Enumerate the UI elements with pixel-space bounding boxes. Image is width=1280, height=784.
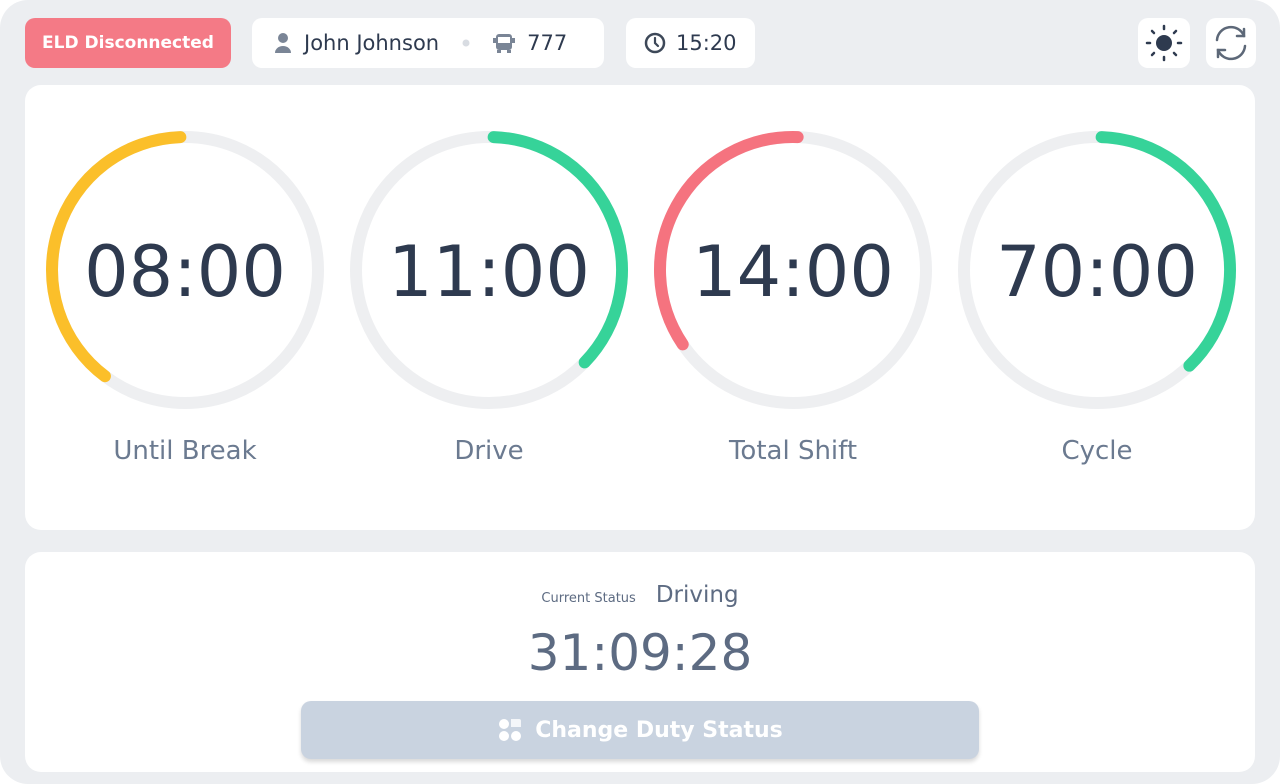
gauge: 11:00 Drive xyxy=(350,131,628,466)
theme-button[interactable] xyxy=(1138,18,1190,68)
sync-icon xyxy=(1215,25,1247,61)
status-line: Current Status Driving xyxy=(25,582,1255,608)
sun-icon xyxy=(1145,24,1183,62)
clock-icon xyxy=(644,32,666,54)
duty-icon xyxy=(499,719,522,741)
gauge-progress xyxy=(487,131,628,369)
eld-status[interactable]: ELD Disconnected xyxy=(25,18,231,68)
gauge: 70:00 Cycle xyxy=(958,131,1236,466)
status-timer: 31:09:28 xyxy=(527,624,753,682)
eld-status-text: ELD Disconnected xyxy=(42,33,214,53)
separator-dot xyxy=(462,39,470,47)
gauge-label: Total Shift xyxy=(728,436,857,466)
gauge-label: Until Break xyxy=(113,436,256,466)
gauge-value: 08:00 xyxy=(84,231,286,313)
truck-icon xyxy=(493,34,516,53)
gauge-label: Drive xyxy=(454,436,523,466)
gauge-progress xyxy=(46,131,187,383)
change-duty-button[interactable]: Change Duty Status xyxy=(301,701,979,759)
gauges: 08:00 Until Break 11:00 Drive 14:00 Total S… xyxy=(46,131,1236,466)
status-value: Driving xyxy=(655,582,739,608)
driver-info[interactable]: John Johnson 777 xyxy=(252,18,604,68)
change-duty-text: Change Duty Status xyxy=(535,717,783,743)
sync-button[interactable] xyxy=(1206,18,1256,68)
driver-name: John Johnson xyxy=(304,31,440,55)
gauge-value: 11:00 xyxy=(388,231,590,313)
gauge-label: Cycle xyxy=(1061,436,1132,466)
status-card: Current Status Driving 31:09:28 Change D… xyxy=(25,552,1255,772)
gauge-progress xyxy=(1095,131,1236,372)
gauge-value: 14:00 xyxy=(692,231,894,313)
timers-card: 08:00 Until Break 11:00 Drive 14:00 Total S… xyxy=(25,85,1255,530)
gauge: 14:00 Total Shift xyxy=(654,131,932,466)
user-icon xyxy=(275,33,291,53)
vehicle-number: 777 xyxy=(527,31,568,55)
gauge-progress xyxy=(654,131,804,351)
status-label: Current Status xyxy=(541,591,636,606)
gauge-value: 70:00 xyxy=(996,231,1198,313)
time: 15:20 xyxy=(676,31,737,55)
clock: 15:20 xyxy=(626,18,755,68)
gauge: 08:00 Until Break xyxy=(46,131,324,466)
